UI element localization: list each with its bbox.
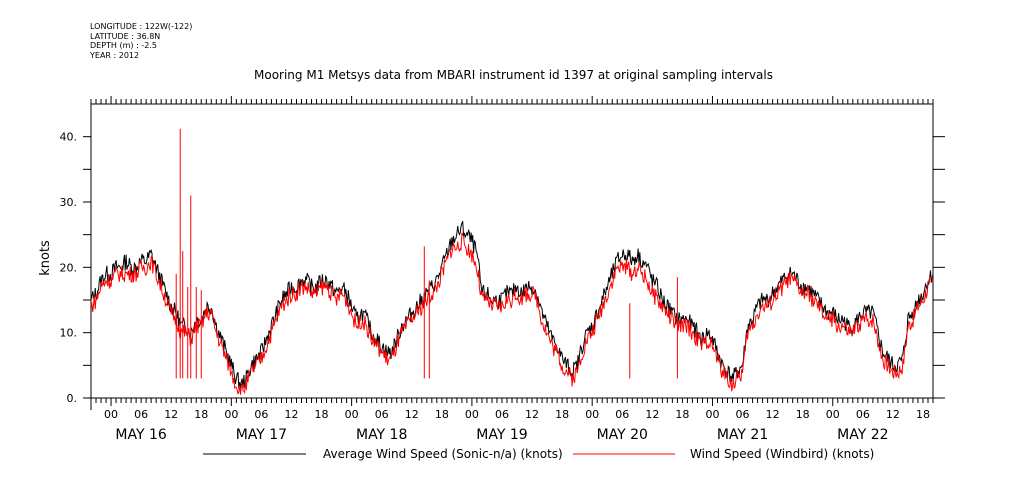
chart-title: Mooring M1 Metsys data from MBARI instru… [254, 68, 773, 82]
x-hour-label: 12 [886, 408, 900, 421]
x-hour-label: 18 [675, 408, 689, 421]
x-day-label: MAY 17 [236, 427, 287, 443]
x-hour-label: 06 [615, 408, 629, 421]
x-hour-label: 06 [375, 408, 389, 421]
longitude-label: LONGITUDE : 122W(-122) [90, 22, 193, 31]
x-hour-label: 18 [315, 408, 329, 421]
x-hour-label: 12 [645, 408, 659, 421]
plot-frame [90, 103, 934, 399]
x-hour-label: 18 [435, 408, 449, 421]
x-hour-label: 06 [856, 408, 870, 421]
x-hour-label: 06 [495, 408, 509, 421]
x-hour-label: 12 [766, 408, 780, 421]
x-hour-label: 18 [194, 408, 208, 421]
metadata-block: LONGITUDE : 122W(-122) LATITUDE : 36.8N … [90, 22, 192, 60]
x-day-label: MAY 19 [476, 427, 527, 443]
x-hour-label: 18 [555, 408, 569, 421]
axes-layer: 0. 10. 20. 30. 40. 00 06 12 18 00 06 12 18 00 06 12 18 00… [60, 96, 945, 443]
legend-label-average: Average Wind Speed (Sonic-n/a) (knots) [323, 447, 563, 461]
latitude-label: LATITUDE : 36.8N [90, 31, 161, 41]
x-hour-label: 18 [796, 408, 810, 421]
x-hour-label: 12 [525, 408, 539, 421]
x-hour-label: 00 [585, 408, 599, 421]
x-hour-label: 06 [254, 408, 268, 421]
x-hour-label: 12 [284, 408, 298, 421]
x-hour-label: 12 [164, 408, 178, 421]
x-day-label: MAY 22 [837, 427, 888, 443]
x-day-label: MAY 16 [115, 427, 166, 443]
y-axis-label: knots [38, 240, 53, 276]
x-hour-label: 00 [345, 408, 359, 421]
x-hour-label: 00 [465, 408, 479, 421]
y-tick-label: 30. [60, 196, 78, 209]
x-hour-label: 00 [104, 408, 118, 421]
x-day-label: MAY 20 [597, 427, 648, 443]
x-hour-label: 00 [826, 408, 840, 421]
plot-border [90, 103, 934, 399]
x-hour-label: 00 [705, 408, 719, 421]
x-hour-label: 00 [224, 408, 238, 421]
series-line-average [90, 220, 934, 390]
x-hour-label: 18 [916, 408, 930, 421]
y-tick-label: 20. [60, 261, 78, 274]
x-hour-label: 12 [405, 408, 419, 421]
y-tick-label: 10. [60, 327, 78, 340]
x-day-label: MAY 18 [356, 427, 407, 443]
x-hour-label: 06 [736, 408, 750, 421]
year-label: YEAR : 2012 [90, 50, 140, 60]
series-line-windbird [90, 232, 934, 395]
y-tick-label: 0. [67, 392, 78, 405]
legend: Average Wind Speed (Sonic-n/a) (knots) W… [203, 447, 874, 461]
x-day-label: MAY 21 [717, 427, 768, 443]
series-layer [90, 128, 934, 395]
legend-label-windbird: Wind Speed (Windbird) (knots) [690, 447, 874, 461]
y-tick-label: 40. [60, 131, 78, 144]
x-hour-label: 06 [134, 408, 148, 421]
depth-label: DEPTH (m) : -2.5 [90, 41, 157, 50]
